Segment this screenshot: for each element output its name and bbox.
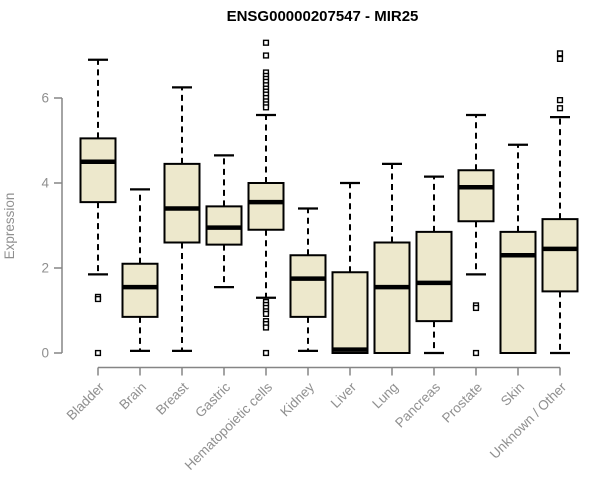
box [541, 218, 579, 293]
box-group [373, 162, 411, 354]
box-group [457, 113, 495, 357]
box-group [163, 86, 201, 352]
outlier-point [262, 39, 270, 46]
box [415, 230, 453, 323]
box-group [331, 181, 369, 354]
outlier-point [262, 310, 270, 318]
box [289, 254, 327, 318]
outlier-point [262, 52, 270, 59]
outlier-point [94, 349, 102, 357]
box [373, 241, 411, 354]
outlier-point [262, 104, 270, 111]
x-category-label: Prostate [439, 380, 485, 426]
box-group [289, 207, 327, 352]
x-category-label: Lung [369, 380, 401, 412]
y-tick-label: 0 [41, 346, 49, 361]
box [457, 169, 495, 223]
box [247, 182, 285, 231]
x-category-label: Bladder [64, 379, 108, 423]
outlier-point [556, 105, 564, 112]
y-tick-label: 2 [41, 261, 49, 276]
outlier-point [556, 55, 564, 63]
outlier-point [262, 349, 270, 357]
x-category-label: Liver [328, 379, 360, 411]
y-tick-label: 4 [41, 176, 49, 191]
box [79, 137, 117, 204]
box-group [499, 143, 537, 354]
box [499, 230, 537, 354]
x-category-label: Unknown / Other [487, 379, 570, 462]
chart-title: ENSG00000207547 - MIR25 [226, 8, 419, 25]
box-group [205, 154, 243, 289]
x-category-label: Kidney [277, 379, 317, 419]
box [121, 262, 159, 318]
outlier-point [556, 50, 564, 57]
box [163, 162, 201, 244]
outlier-point [472, 349, 480, 357]
x-category-label: Gastric [192, 379, 233, 420]
box [331, 271, 369, 354]
x-category-label: Brain [116, 380, 149, 413]
outlier-point [262, 324, 270, 331]
box-group [79, 58, 117, 357]
x-category-label: Skin [498, 380, 527, 409]
outlier-point [556, 97, 564, 104]
x-category-label: Breast [153, 379, 191, 417]
y-tick-label: 6 [41, 91, 49, 106]
box-group [541, 50, 579, 355]
box-group [247, 39, 285, 357]
outlier-point [472, 304, 480, 312]
box-group [415, 175, 453, 355]
y-axis-title: Expression [2, 193, 17, 260]
box-group [121, 188, 159, 352]
outlier-point [94, 295, 102, 303]
x-category-label: Pancreas [392, 379, 443, 430]
